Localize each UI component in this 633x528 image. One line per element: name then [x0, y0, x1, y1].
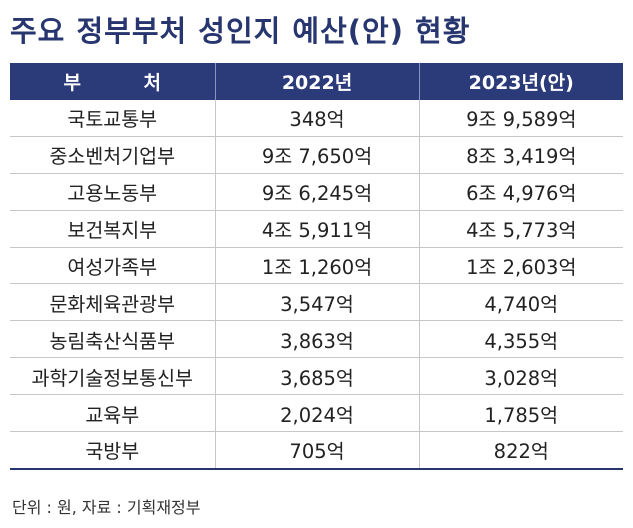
- budget-2023-cell: 4,740억: [418, 283, 623, 322]
- ministry-cell: 교육부: [10, 394, 215, 433]
- table-row: 여성가족부 1조 1,260억 1조 2,603억: [10, 247, 623, 285]
- ministry-cell: 국토교통부: [10, 100, 215, 137]
- table-row: 보건복지부 4조 5,911억 4조 5,773억: [10, 210, 623, 248]
- header-2023: 2023년(안): [418, 63, 623, 100]
- budget-2022-cell: 9조 7,650억: [214, 136, 419, 174]
- budget-2023-cell: 4,355억: [418, 320, 623, 359]
- table-row: 국토교통부 348억 9조 9,589억: [10, 100, 623, 137]
- ministry-cell: 문화체육관광부: [10, 283, 215, 322]
- budget-2022-cell: 3,547억: [214, 283, 419, 322]
- page-title: 주요 정부부처 성인지 예산(안) 현황: [10, 14, 471, 48]
- ministry-cell: 과학기술정보통신부: [10, 357, 215, 396]
- budget-2023-cell: 6조 4,976억: [418, 173, 623, 211]
- budget-2022-cell: 3,685억: [214, 357, 419, 396]
- ministry-cell: 농림축산식품부: [10, 320, 215, 359]
- budget-2022-cell: 2,024억: [214, 394, 419, 433]
- budget-2023-cell: 4조 5,773억: [418, 210, 623, 248]
- budget-table-container: 부 처 2022년 2023년(안) 국토교통부 348억 9조 9,589억 …: [10, 63, 623, 470]
- table-row: 고용노동부 9조 6,245억 6조 4,976억: [10, 173, 623, 211]
- table-row: 문화체육관광부 3,547억 4,740억: [10, 283, 623, 322]
- budget-2022-cell: 3,863억: [214, 320, 419, 359]
- table-row: 농림축산식품부 3,863억 4,355억: [10, 320, 623, 359]
- budget-2022-cell: 4조 5,911억: [214, 210, 419, 248]
- budget-2023-cell: 1,785억: [418, 394, 623, 433]
- ministry-cell: 보건복지부: [10, 210, 215, 248]
- ministry-cell: 고용노동부: [10, 173, 215, 211]
- table-row: 국방부 705억 822억: [10, 431, 623, 470]
- budget-table: 부 처 2022년 2023년(안) 국토교통부 348억 9조 9,589억 …: [10, 63, 623, 470]
- budget-2023-cell: 822억: [418, 431, 623, 470]
- budget-2022-cell: 705억: [214, 431, 419, 470]
- table-row: 중소벤처기업부 9조 7,650억 8조 3,419억: [10, 136, 623, 174]
- ministry-cell: 중소벤처기업부: [10, 136, 215, 174]
- budget-2022-cell: 348억: [214, 100, 419, 137]
- header-ministry: 부 처: [10, 63, 215, 100]
- table-row: 교육부 2,024억 1,785억: [10, 394, 623, 433]
- table-row: 과학기술정보통신부 3,685억 3,028억: [10, 357, 623, 396]
- budget-2023-cell: 9조 9,589억: [418, 100, 623, 137]
- source-note: 단위 : 원, 자료 : 기획재정부: [12, 498, 201, 517]
- budget-2022-cell: 1조 1,260억: [214, 247, 419, 285]
- table-header-row: 부 처 2022년 2023년(안): [10, 63, 623, 100]
- ministry-cell: 국방부: [10, 431, 215, 470]
- budget-2023-cell: 8조 3,419억: [418, 136, 623, 174]
- budget-2022-cell: 9조 6,245억: [214, 173, 419, 211]
- budget-2023-cell: 1조 2,603억: [418, 247, 623, 285]
- header-2022: 2022년: [214, 63, 419, 100]
- budget-2023-cell: 3,028억: [418, 357, 623, 396]
- ministry-cell: 여성가족부: [10, 247, 215, 285]
